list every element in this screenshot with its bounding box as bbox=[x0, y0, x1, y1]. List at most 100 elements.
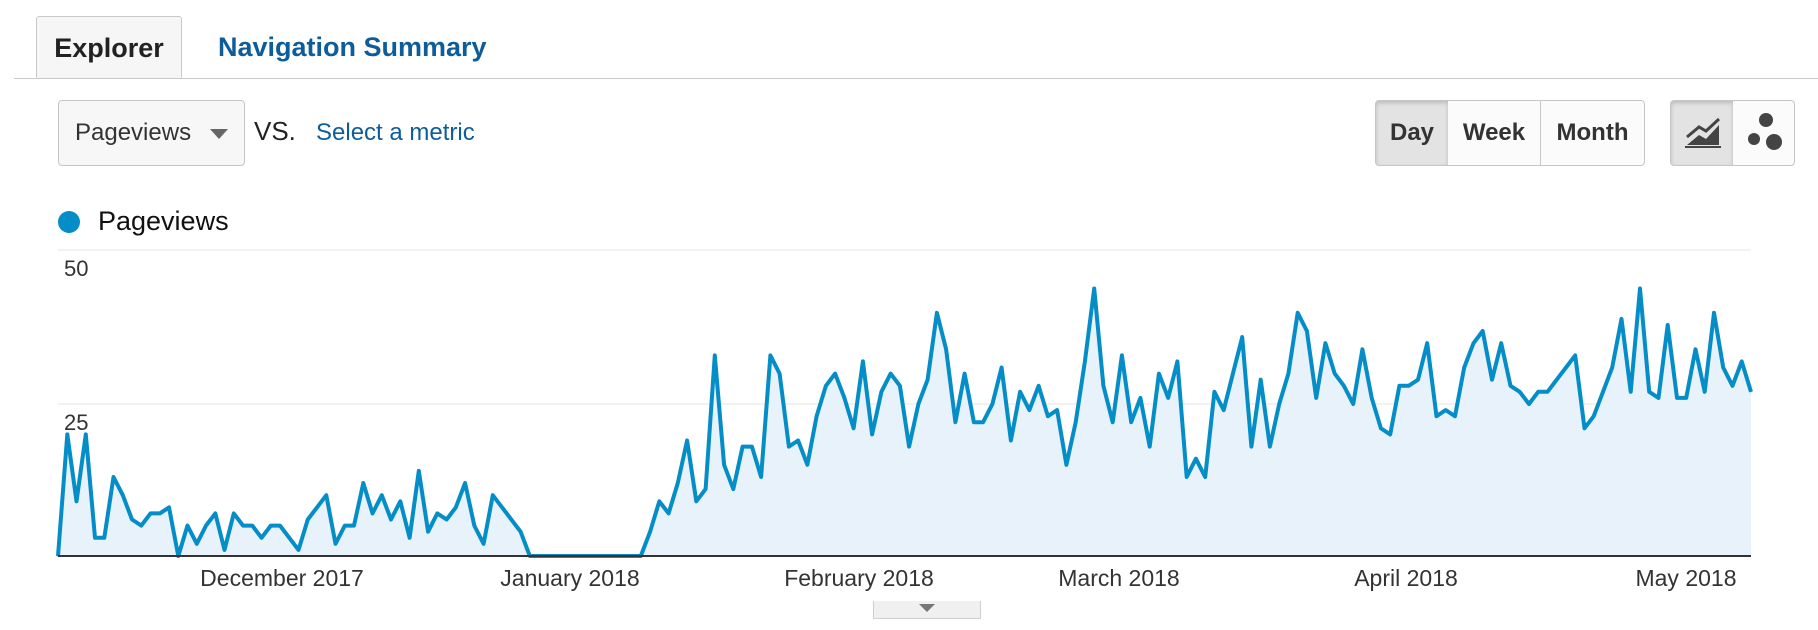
data-point bbox=[1648, 391, 1650, 393]
data-point bbox=[187, 525, 188, 527]
data-point bbox=[1408, 385, 1410, 387]
data-point bbox=[834, 373, 836, 375]
data-point bbox=[1519, 391, 1521, 393]
data-point bbox=[298, 549, 299, 551]
data-point bbox=[1685, 397, 1687, 399]
data-point bbox=[982, 421, 984, 423]
primary-metric-label: Pageviews bbox=[75, 119, 192, 146]
data-point bbox=[751, 446, 753, 448]
tab-explorer[interactable]: Explorer bbox=[36, 16, 182, 78]
data-point bbox=[1223, 409, 1225, 411]
data-point bbox=[1473, 342, 1474, 344]
data-point bbox=[1038, 385, 1040, 387]
data-point bbox=[473, 525, 475, 527]
data-point bbox=[464, 482, 466, 484]
data-point bbox=[899, 385, 901, 387]
data-point bbox=[159, 512, 161, 514]
data-point bbox=[1482, 330, 1484, 332]
data-point bbox=[103, 537, 105, 539]
data-point bbox=[1112, 421, 1114, 423]
data-point bbox=[325, 494, 327, 496]
data-point bbox=[1713, 312, 1715, 314]
data-point bbox=[131, 519, 133, 520]
x-tick-label: May 2018 bbox=[1635, 565, 1736, 591]
data-point bbox=[742, 446, 744, 448]
line-chart-icon bbox=[1685, 117, 1721, 148]
data-point bbox=[418, 470, 420, 472]
tab-navigation-summary[interactable]: Navigation Summary bbox=[218, 32, 487, 62]
data-point bbox=[1158, 373, 1160, 375]
data-point bbox=[307, 519, 309, 520]
select-metric-link[interactable]: Select a metric bbox=[316, 119, 475, 146]
data-point bbox=[251, 525, 253, 527]
day-button[interactable]: Day bbox=[1375, 100, 1449, 166]
data-point bbox=[1593, 415, 1595, 417]
data-point bbox=[1149, 446, 1151, 448]
data-point bbox=[113, 476, 114, 478]
month-button[interactable]: Month bbox=[1541, 100, 1645, 166]
data-point bbox=[954, 421, 956, 423]
data-point bbox=[880, 391, 882, 393]
data-point bbox=[1232, 373, 1234, 375]
data-point bbox=[723, 464, 725, 466]
data-point bbox=[316, 506, 318, 508]
data-point bbox=[168, 506, 170, 508]
data-point bbox=[936, 312, 938, 314]
data-point bbox=[1722, 367, 1724, 368]
data-point bbox=[871, 433, 873, 435]
data-point bbox=[890, 373, 892, 375]
data-point bbox=[1195, 458, 1197, 460]
data-point bbox=[362, 482, 364, 484]
primary-metric-dropdown[interactable]: Pageviews bbox=[58, 100, 245, 166]
data-point bbox=[1315, 397, 1317, 399]
data-point bbox=[649, 531, 651, 533]
line-chart-mode-button[interactable] bbox=[1670, 100, 1734, 166]
data-point bbox=[214, 512, 216, 514]
data-point bbox=[1630, 391, 1632, 393]
data-point bbox=[732, 488, 734, 490]
data-point bbox=[224, 549, 225, 551]
legend-label[interactable]: Pageviews bbox=[98, 206, 229, 236]
data-point bbox=[353, 525, 355, 527]
chart-collapse-handle[interactable] bbox=[873, 601, 981, 619]
legend-color-dot bbox=[58, 211, 80, 233]
data-point bbox=[436, 512, 438, 514]
data-point bbox=[668, 512, 670, 514]
data-point bbox=[1010, 440, 1012, 441]
data-point bbox=[1269, 446, 1271, 448]
data-point bbox=[705, 488, 707, 490]
data-point bbox=[1186, 476, 1188, 478]
data-point bbox=[1491, 379, 1493, 381]
data-point bbox=[862, 360, 864, 362]
data-point bbox=[261, 537, 262, 539]
data-point bbox=[1028, 409, 1030, 411]
data-point bbox=[205, 525, 207, 527]
data-point bbox=[501, 506, 503, 508]
week-button[interactable]: Week bbox=[1448, 100, 1541, 166]
data-point bbox=[1445, 409, 1447, 411]
data-point bbox=[1306, 330, 1308, 332]
data-point bbox=[1704, 391, 1706, 393]
data-point bbox=[1260, 379, 1262, 381]
data-point bbox=[1121, 354, 1123, 356]
data-point bbox=[1528, 403, 1530, 405]
data-point bbox=[1537, 391, 1539, 393]
data-point bbox=[1380, 427, 1382, 429]
data-point bbox=[806, 464, 808, 466]
data-point bbox=[973, 421, 975, 423]
data-point bbox=[1093, 288, 1095, 289]
data-point bbox=[769, 354, 771, 356]
data-point bbox=[390, 519, 392, 520]
series-line-pageviews bbox=[56, 286, 1753, 558]
data-point bbox=[825, 385, 827, 387]
data-point bbox=[1658, 397, 1659, 399]
data-point bbox=[991, 403, 993, 405]
data-point bbox=[1676, 397, 1678, 399]
data-point bbox=[1130, 421, 1132, 423]
data-point bbox=[1398, 385, 1400, 387]
data-point bbox=[788, 446, 790, 448]
data-point bbox=[1019, 391, 1021, 393]
data-point bbox=[344, 525, 346, 527]
data-point bbox=[242, 525, 244, 527]
motion-chart-mode-button[interactable] bbox=[1733, 100, 1795, 166]
